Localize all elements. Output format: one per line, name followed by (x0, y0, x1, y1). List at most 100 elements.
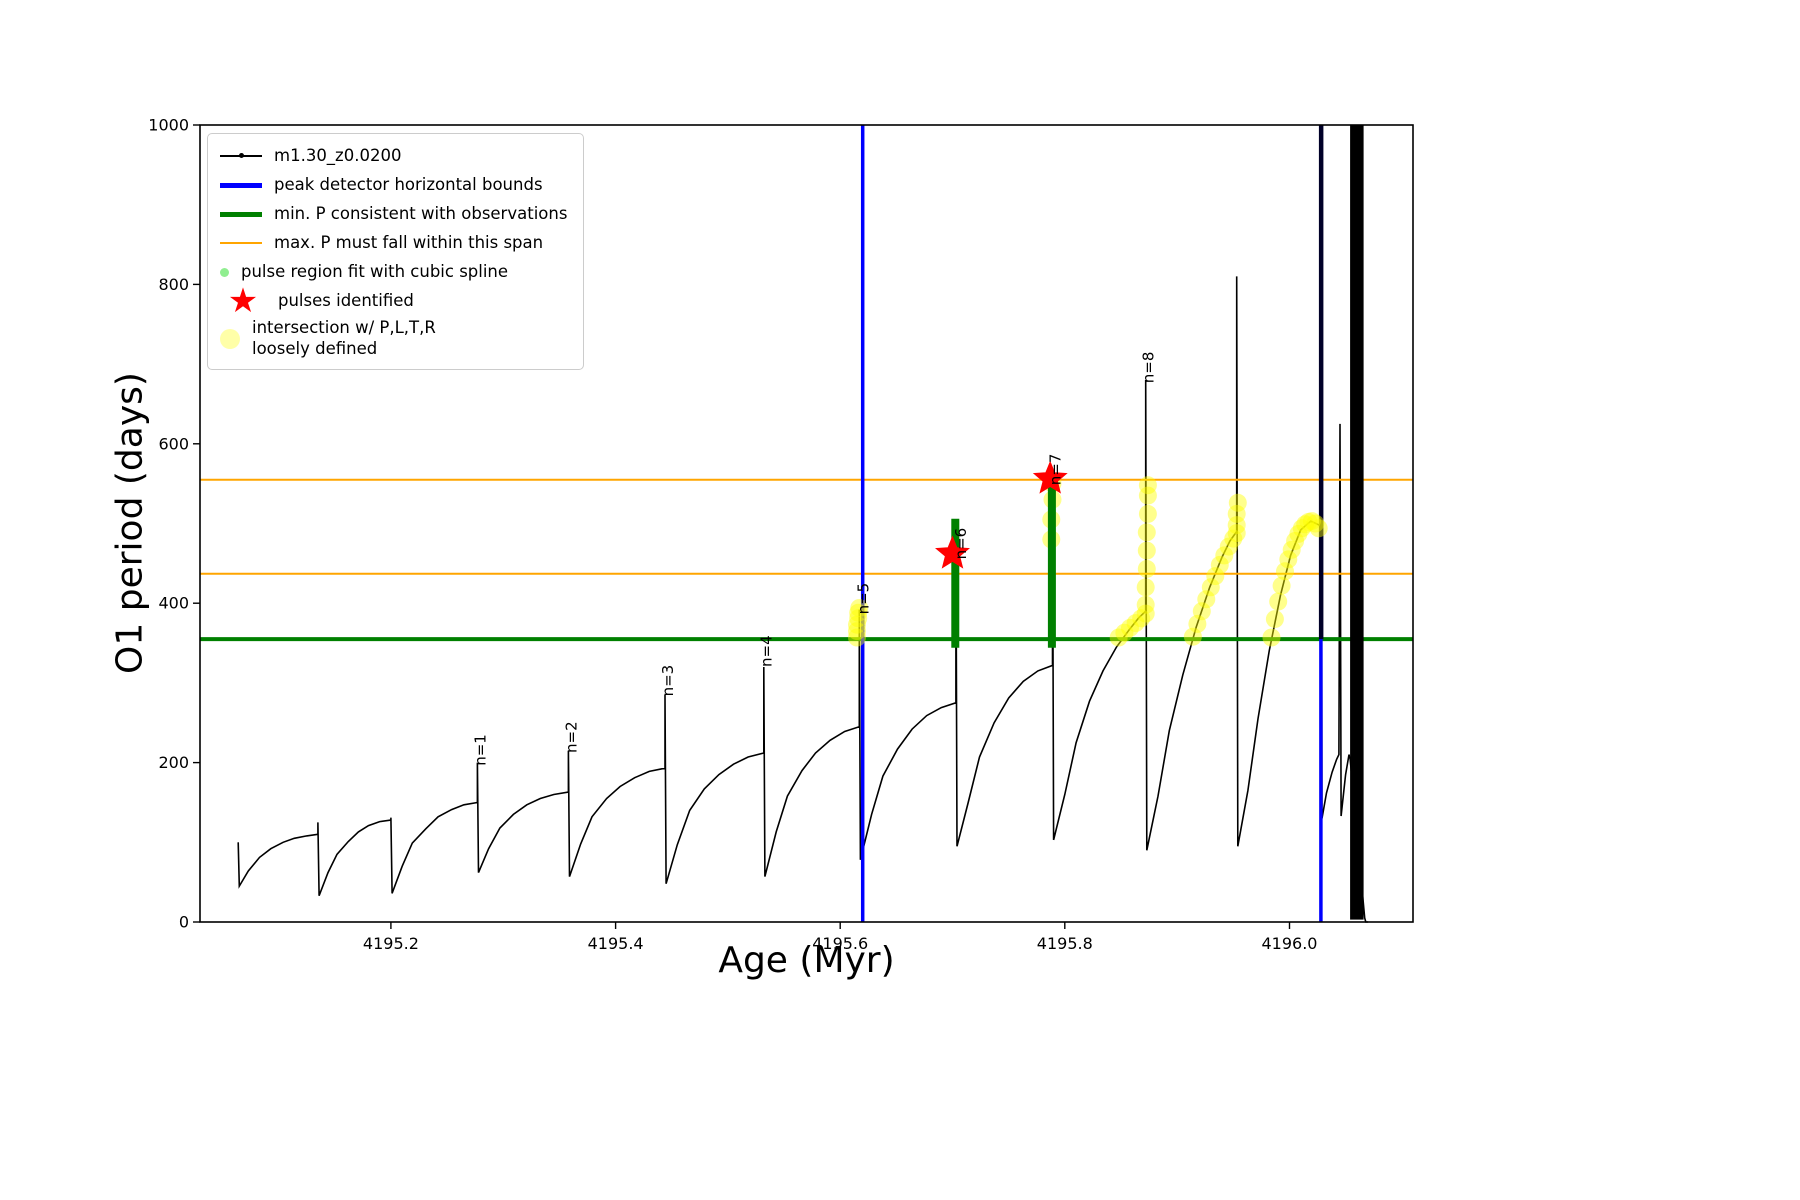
intersection-marker (848, 622, 866, 641)
data-series-line (237, 124, 1369, 923)
intersection-marker (1188, 614, 1207, 633)
intersection-marker (1292, 519, 1311, 538)
green-dot-icon (220, 267, 229, 277)
green-min-line-icon (220, 211, 262, 217)
y-tick-label: 600 (158, 434, 189, 453)
intersection-marker (848, 615, 866, 634)
y-tick-label: 800 (158, 275, 189, 294)
intersection-marker (1262, 628, 1281, 647)
intersection-marker (1136, 578, 1155, 597)
legend-item-peak-bounds: peak detector horizontal bounds (220, 173, 567, 197)
x-axis-label: Age (Myr) (718, 940, 895, 981)
legend-label: peak detector horizontal bounds (274, 174, 543, 194)
intersection-marker (1265, 610, 1284, 629)
intersection-marker (1282, 540, 1301, 559)
pulse-number-label: n=8 (1140, 352, 1158, 384)
intersection-marker (1183, 627, 1202, 646)
intersection-marker (1279, 550, 1298, 569)
legend-item-min-p: min. P consistent with observations (220, 202, 567, 226)
y-tick-label: 400 (158, 594, 189, 613)
pulse-number-label: n=3 (659, 665, 677, 697)
intersection-marker (1227, 524, 1246, 543)
intersection-marker (1296, 515, 1315, 534)
legend-item-intersection: intersection w/ P,L,T,R loosely defined (220, 318, 567, 359)
intersection-marker (1228, 493, 1247, 512)
legend-label: intersection w/ P,L,T,R loosely defined (252, 318, 436, 358)
pulse-star (935, 535, 970, 569)
x-tick-label: 4196.0 (1262, 934, 1318, 953)
intersection-marker (1121, 618, 1139, 637)
intersection-marker (1215, 546, 1234, 565)
y-tick-label: 200 (158, 753, 189, 772)
legend-item-pulses: pulses identified (220, 289, 567, 313)
intersection-marker (1136, 595, 1155, 614)
blue-bound-line-icon (220, 182, 262, 188)
orange-span-line-icon (220, 242, 262, 244)
legend-item-series: m1.30_z0.0200 (220, 144, 567, 168)
intersection-marker (1276, 562, 1294, 581)
y-axis-label: O1 period (days) (109, 372, 151, 674)
intersection-marker (1115, 623, 1134, 642)
pulse-number-label: n=7 (1046, 454, 1064, 486)
dense-column-0 (1350, 125, 1364, 920)
intersection-marker (1224, 529, 1243, 548)
intersection-marker (1219, 537, 1238, 556)
legend: m1.30_z0.0200 peak detector horizontal b… (207, 133, 585, 371)
intersection-marker (1138, 476, 1157, 495)
yellow-dot-icon (220, 328, 240, 349)
intersection-marker (1137, 559, 1156, 578)
intersection-marker (1210, 555, 1229, 574)
intersection-marker (1136, 604, 1155, 623)
legend-label: pulses identified (278, 290, 414, 310)
intersection-marker (1137, 541, 1156, 560)
intersection-marker (1192, 602, 1211, 621)
pulse-number-label: n=5 (854, 583, 872, 615)
x-tick-label: 4195.4 (588, 934, 644, 953)
y-tick-label: 0 (179, 913, 189, 932)
intersection-marker (849, 603, 868, 622)
legend-label: pulse region fit with cubic spline (241, 261, 509, 281)
intersection-marker (1126, 614, 1145, 633)
intersection-marker (1138, 504, 1157, 523)
intersection-marker (1286, 532, 1305, 550)
intersection-marker (1109, 628, 1128, 647)
intersection-marker (849, 609, 868, 628)
intersection-marker (1201, 578, 1220, 597)
pulse-number-label: n=1 (471, 734, 489, 766)
intersection-marker (1309, 519, 1328, 538)
legend-item-pulse-fit: pulse region fit with cubic spline (220, 260, 567, 284)
pulse-number-label: n=2 (562, 721, 580, 753)
intersection-marker (1138, 486, 1157, 505)
intersection-marker (1306, 514, 1325, 533)
intersection-marker (1206, 567, 1225, 586)
intersection-marker (850, 599, 869, 617)
x-tick-label: 4195.6 (812, 934, 868, 953)
legend-label: m1.30_z0.0200 (274, 145, 402, 165)
intersection-marker (1289, 524, 1308, 543)
legend-label: min. P consistent with observations (274, 203, 568, 223)
y-tick-label: 1000 (148, 116, 189, 135)
dense-column-1 (1318, 125, 1324, 640)
intersection-marker (848, 628, 866, 647)
pulse-number-label: n=6 (952, 528, 970, 560)
intersection-marker (1132, 609, 1151, 628)
x-tick-label: 4195.8 (1037, 934, 1093, 953)
intersection-marker (1197, 590, 1216, 609)
series-line-icon (220, 153, 262, 159)
pulse-number-label: n=4 (758, 635, 776, 667)
legend-label: max. P must fall within this span (274, 232, 544, 252)
x-tick-label: 4195.2 (363, 934, 419, 953)
intersection-marker (1272, 576, 1291, 595)
red-star-icon (220, 290, 266, 312)
pulse-star (1032, 460, 1068, 494)
intersection-marker (1302, 512, 1321, 531)
intersection-marker (1269, 592, 1288, 611)
intersection-marker (1299, 512, 1318, 531)
intersection-marker (1137, 523, 1156, 542)
axes-frame (199, 124, 1414, 923)
intersection-marker (1227, 504, 1246, 523)
intersection-marker (1227, 516, 1246, 535)
legend-item-max-p-span: max. P must fall within this span (220, 231, 567, 255)
